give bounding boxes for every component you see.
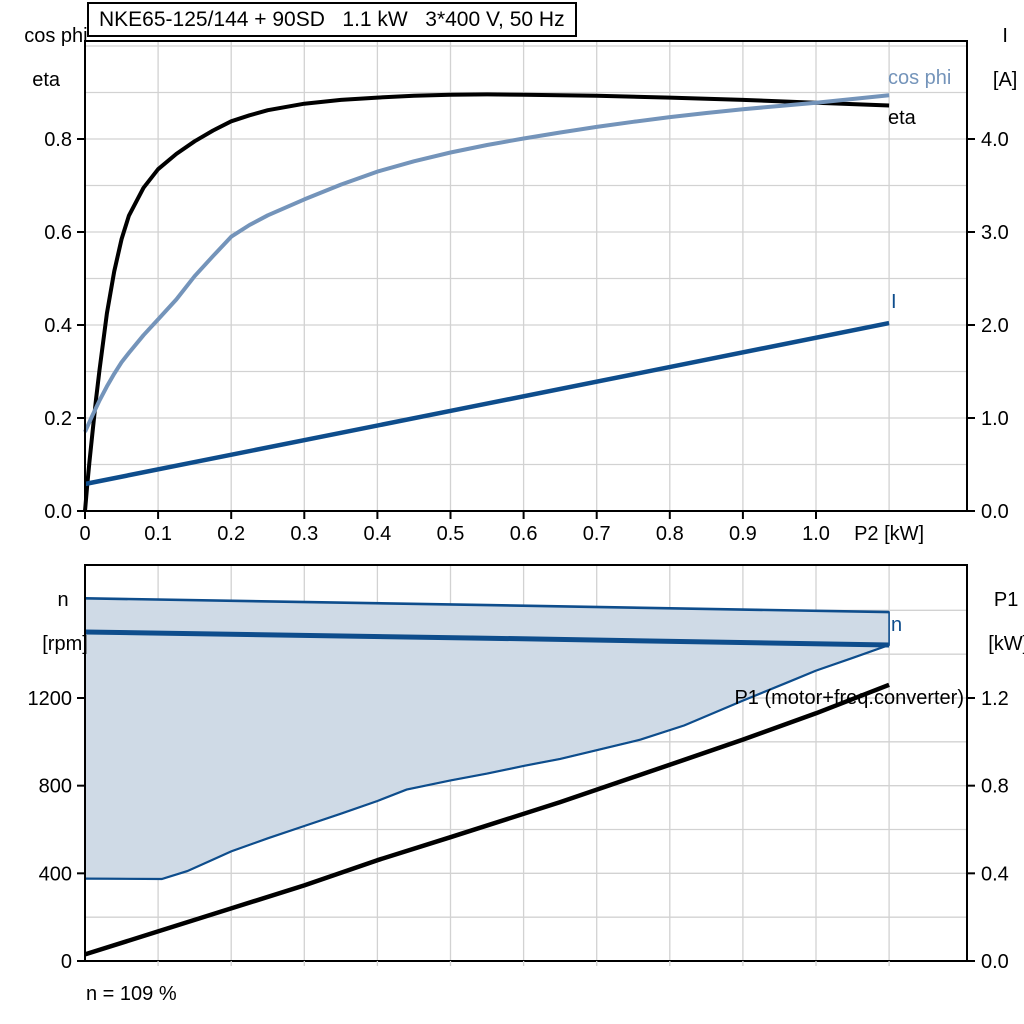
x-axis-tick-label: 0.5 [437, 523, 465, 545]
y-axis-tick-label: 1.0 [981, 408, 1009, 430]
y-axis-tick-label: 0 [61, 951, 72, 973]
x-axis-tick-label: 0 [79, 523, 90, 545]
y-axis-tick-label: 0.4 [44, 315, 72, 337]
axis-title-speed-unit: [rpm] [42, 633, 88, 655]
y-axis-tick-label: 0.8 [981, 776, 1009, 798]
top-panel: 0.0 0.2 0.4 0.6 0.8 0.0 1.0 2.0 3.0 4.0 0 0.1 0.2 0.3… [44, 40, 1009, 545]
x-axis-tick-label: 1.0 [802, 523, 830, 545]
y-axis-tick-label: 3.0 [981, 222, 1009, 244]
eta-curve [83, 92, 890, 512]
y-axis-tick-label: 0.8 [44, 129, 72, 151]
top-right-axis-title: I [A] [966, 3, 1022, 113]
speed-range-lower-boundary [84, 643, 890, 881]
y-axis-tick-label: 0.0 [44, 501, 72, 523]
x-axis-tick-label: 0.6 [510, 523, 538, 545]
n-curve [84, 629, 890, 648]
x-axis-tick-label: 0.9 [729, 523, 757, 545]
y-axis-tick-label: 1200 [28, 688, 73, 710]
x-axis-tick-label: 0.1 [144, 523, 172, 545]
y-axis-tick-label: 0.6 [44, 222, 72, 244]
speed-range-upper-boundary [84, 597, 890, 614]
x-axis-tick-label: 0.3 [290, 523, 318, 545]
axis-title-eta: eta [32, 69, 61, 91]
y-axis-tick-label: 1.2 [981, 688, 1009, 710]
cos-phi-curve-label: cos phi [888, 67, 951, 89]
y-axis-tick-label: 2.0 [981, 315, 1009, 337]
x-axis-title: P2 [kW] [854, 523, 924, 545]
bottom-left-axis-title: n [rpm] [20, 567, 88, 677]
plot-frame [84, 40, 968, 512]
x-axis-tick-label: 0.4 [363, 523, 391, 545]
speed-percentage-note: n = 109 % [86, 983, 177, 1005]
axis-title-p1-unit: [kW] [988, 633, 1024, 655]
y-axis-tick-label: 0.0 [981, 501, 1009, 523]
cos-phi-curve [83, 93, 890, 433]
y-axis-tick-label: 0.2 [44, 408, 72, 430]
i-curve [84, 320, 890, 487]
x-axis-tick-label: 0.7 [583, 523, 611, 545]
axis-title-speed: n [57, 589, 69, 611]
x-axis-tick-label: 0.8 [656, 523, 684, 545]
axis-title-cos-phi: cos phi [24, 25, 88, 47]
p1-motor-freq-converter--curve-label: P1 (motor+freq.converter) [734, 687, 964, 709]
y-axis-tick-label: 0.4 [981, 863, 1009, 885]
y-axis-tick-label: 4.0 [981, 129, 1009, 151]
n-curve-label: n [891, 614, 902, 636]
axis-title-current-unit: [A] [992, 69, 1018, 91]
plot-frame [84, 564, 968, 962]
y-axis-tick-label: 800 [39, 776, 72, 798]
x-axis-tick-label: 0.2 [217, 523, 245, 545]
bottom-right-axis-title: P1 [kW] [966, 567, 1024, 677]
y-axis-tick-label: 0.0 [981, 951, 1009, 973]
chart-title-box: NKE65-125/144 + 90SD 1.1 kW 3*400 V, 50 … [87, 2, 577, 37]
axis-title-current: I [1002, 25, 1008, 47]
i-curve-label: I [891, 291, 897, 313]
y-axis-tick-label: 400 [39, 863, 72, 885]
p1-motor-freq-converter--curve [84, 682, 890, 957]
chart-title: NKE65-125/144 + 90SD 1.1 kW 3*400 V, 50 … [99, 7, 565, 31]
bottom-panel: 0 400 800 1200 0.0 0.4 0.8 1.2 n P1 (motor+freq.c… [28, 564, 1009, 973]
eta-curve-label: eta [888, 107, 917, 129]
axis-title-p1: P1 [993, 589, 1019, 611]
top-left-axis-title: cos phi eta [2, 3, 87, 113]
